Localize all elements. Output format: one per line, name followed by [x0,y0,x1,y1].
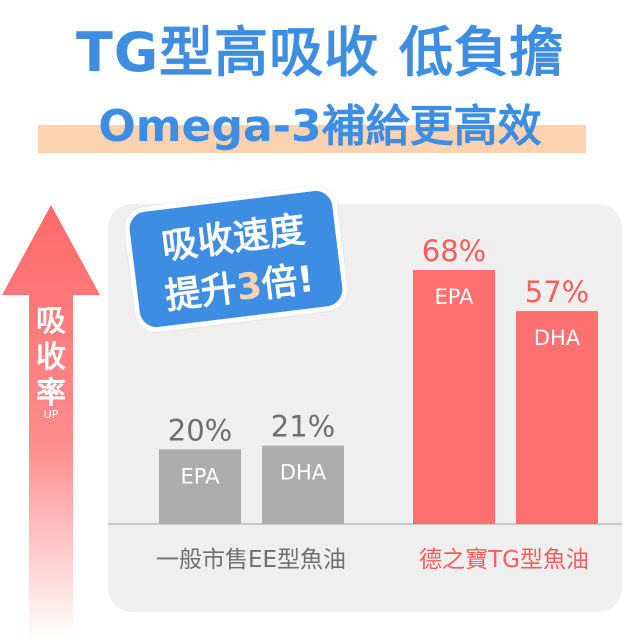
bar-ee-epa [159,449,241,524]
bar-ee-dha [262,445,344,524]
group-label-ee-oil: 一般市售EE型魚油 [155,547,347,573]
bar-tg-epa [413,270,495,524]
badge-prefix: 提升 [162,268,240,318]
bar-tg-dha [516,311,598,524]
headline-highlight-band [38,125,586,153]
group-label-tg-oil: 德之寶TG型魚油 [419,547,589,573]
badge-suffix: 倍! [259,258,317,306]
speed-badge: 吸收速度 提升3倍! [122,183,350,335]
bar-category-label-ee-epa: EPA [181,464,221,488]
headline: TG型高吸收 低負擔 [76,21,564,84]
bar-value-label-tg-dha: 57% [525,275,589,309]
absorption-up-label: UP [43,408,59,421]
bar-value-label-ee-epa: 20% [168,413,232,447]
absorption-arrow-icon [2,205,100,640]
bar-value-label-ee-dha: 21% [271,410,335,444]
bar-category-label-tg-epa: EPA [435,285,475,309]
bar-category-label-ee-dha: DHA [280,461,327,485]
bar-value-label-tg-epa: 68% [422,234,486,268]
subheadline: Omega-3補給更高效 [98,101,542,152]
bar-category-label-tg-dha: DHA [534,326,581,350]
absorption-rate-label: 吸收率 [36,304,66,411]
